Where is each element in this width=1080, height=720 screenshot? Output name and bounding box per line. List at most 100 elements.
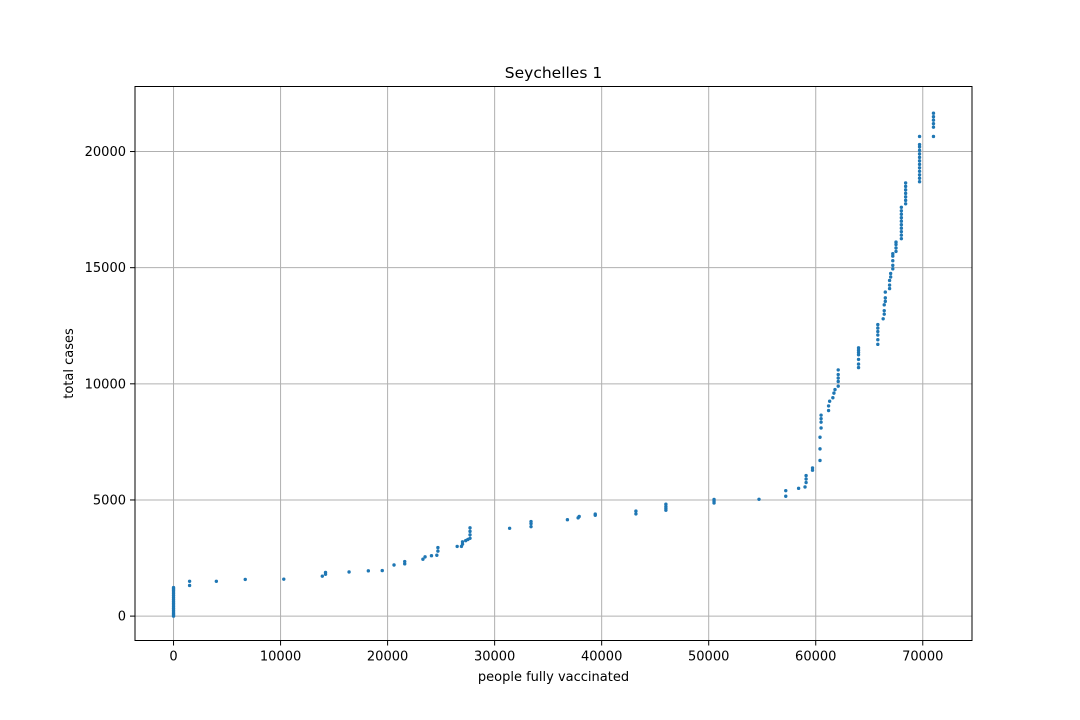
data-point — [565, 518, 570, 522]
data-point — [826, 404, 831, 408]
y-axis-label: total cases — [62, 328, 77, 399]
data-point — [903, 198, 908, 203]
data-point — [468, 536, 472, 540]
data-point — [833, 387, 837, 392]
data-point — [796, 486, 801, 491]
x-axis-label: people fully vaccinated — [478, 670, 629, 685]
data-point — [784, 494, 788, 498]
data-point — [917, 180, 922, 184]
data-point — [826, 408, 831, 413]
data-point — [529, 524, 533, 529]
data-point — [899, 212, 904, 216]
data-point — [888, 271, 893, 276]
data-point — [917, 148, 922, 153]
x-tick-label: 60000 — [795, 650, 836, 665]
y-axis-ticks: 0 5000 10000 15000 20000 — [85, 145, 135, 625]
data-points — [171, 111, 936, 618]
data-point — [903, 184, 908, 189]
data-point — [803, 485, 807, 489]
x-tick-label: 40000 — [581, 650, 622, 665]
data-point — [931, 111, 936, 115]
data-point — [876, 337, 880, 342]
data-point — [507, 526, 512, 531]
data-point — [423, 555, 427, 559]
data-point — [917, 166, 922, 170]
data-point — [455, 544, 459, 549]
data-point — [917, 134, 922, 139]
data-point — [392, 563, 396, 567]
data-point — [468, 526, 472, 530]
data-point — [187, 583, 192, 588]
data-point — [593, 512, 597, 516]
data-point — [784, 488, 788, 493]
data-point — [435, 553, 439, 557]
data-point — [856, 353, 861, 357]
data-point — [380, 568, 384, 573]
data-point — [882, 312, 886, 316]
data-point — [436, 545, 440, 550]
data-point — [804, 477, 808, 481]
data-point — [887, 286, 892, 291]
data-point — [347, 570, 351, 574]
data-point — [899, 209, 904, 213]
data-point — [171, 585, 176, 590]
data-point — [917, 176, 922, 180]
y-tick-label: 20000 — [85, 145, 126, 160]
data-point — [403, 562, 407, 566]
data-point — [931, 118, 936, 122]
data-point — [836, 379, 840, 384]
data-point — [819, 413, 823, 417]
data-point — [856, 350, 861, 355]
data-point — [931, 114, 936, 119]
data-point — [323, 570, 328, 575]
data-point — [836, 372, 840, 377]
data-point — [804, 473, 808, 478]
y-tick-label: 5000 — [93, 493, 126, 508]
grid-lines — [135, 86, 972, 641]
data-point — [836, 376, 840, 380]
data-point — [664, 504, 668, 509]
data-point — [899, 216, 904, 220]
data-point — [856, 348, 861, 352]
data-point — [891, 259, 895, 263]
data-point — [757, 497, 761, 501]
data-point — [856, 362, 861, 366]
data-point — [876, 326, 880, 330]
data-point — [891, 254, 895, 258]
data-point — [818, 435, 822, 439]
data-point — [917, 169, 922, 173]
data-point — [818, 447, 822, 451]
data-point — [899, 233, 904, 237]
x-tick-label: 50000 — [688, 650, 729, 665]
data-point — [832, 391, 836, 395]
data-point — [831, 396, 835, 400]
data-point — [881, 317, 885, 321]
data-point — [883, 290, 888, 294]
data-point — [931, 121, 936, 126]
data-point — [894, 242, 898, 247]
data-point — [876, 329, 880, 334]
plot-frame — [134, 86, 973, 641]
data-point — [468, 529, 472, 534]
data-point — [917, 152, 922, 156]
data-point — [577, 514, 581, 519]
chart-title: Seychelles 1 — [505, 64, 602, 82]
x-axis-ticks: 0 10000 20000 30000 40000 50000 60000 70000 — [169, 640, 943, 665]
data-point — [931, 125, 936, 129]
data-point — [856, 346, 861, 350]
data-point — [883, 299, 888, 304]
data-point — [214, 579, 219, 583]
data-point — [810, 468, 815, 472]
data-point — [712, 497, 716, 502]
data-point — [887, 278, 892, 283]
x-tick-label: 30000 — [474, 650, 515, 665]
data-point — [460, 542, 465, 546]
data-point — [529, 519, 533, 524]
data-point — [366, 569, 371, 573]
data-point — [818, 458, 822, 463]
data-point — [894, 240, 898, 244]
data-point — [887, 283, 892, 287]
data-point — [403, 559, 407, 564]
data-point — [917, 142, 922, 147]
data-point — [891, 267, 895, 271]
